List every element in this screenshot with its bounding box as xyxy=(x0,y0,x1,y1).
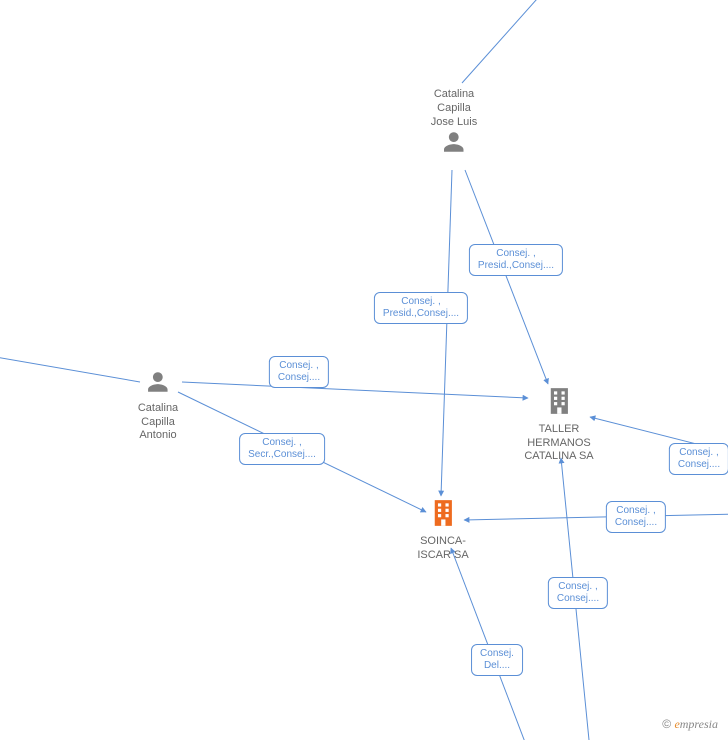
person-icon xyxy=(138,369,178,400)
edge-label-line: Secr.,Consej.... xyxy=(248,449,316,460)
edge-label-line: Consej.... xyxy=(278,372,320,383)
edge-label[interactable]: Consej. ,Presid.,Consej.... xyxy=(374,292,468,324)
node-label-line: ISCAR SA xyxy=(417,549,468,561)
edge-label[interactable]: Consej. ,Presid.,Consej.... xyxy=(469,244,563,276)
copyright-symbol: © xyxy=(662,717,671,731)
node-label-line: Antonio xyxy=(139,429,176,441)
node-label-line: HERMANOS xyxy=(527,437,591,449)
edge-label-line: Consej. , xyxy=(616,505,655,516)
edge-line xyxy=(462,0,545,83)
node-label-line: Capilla xyxy=(437,102,471,114)
building-icon xyxy=(524,386,593,421)
edge-label-line: Consej. , xyxy=(558,581,597,592)
node-label-line: SOINCA- xyxy=(420,535,466,547)
edge-label[interactable]: Consej. ,Consej.... xyxy=(606,501,666,533)
edge-label-line: Presid.,Consej.... xyxy=(478,260,554,271)
building-icon xyxy=(417,498,468,533)
person-icon xyxy=(431,129,477,160)
edge-line xyxy=(465,170,548,384)
brand-rest: mpresia xyxy=(680,717,718,731)
edges-layer xyxy=(0,0,728,740)
edge-label[interactable]: Consej.Del.... xyxy=(471,644,523,676)
node-label-line: TALLER xyxy=(539,423,580,435)
node-person-jose[interactable]: Catalina Capilla Jose Luis xyxy=(431,88,477,162)
edge-line xyxy=(0,356,140,382)
node-label-line: Jose Luis xyxy=(431,116,477,128)
edge-label[interactable]: Consej. ,Secr.,Consej.... xyxy=(239,433,325,465)
edge-label-line: Consej. , xyxy=(262,437,301,448)
edge-label[interactable]: Consej. ,Consej.... xyxy=(269,356,329,388)
edge-line xyxy=(182,382,528,398)
edge-label-line: Consej. , xyxy=(279,360,318,371)
edge-line xyxy=(464,514,728,520)
node-person-antonio[interactable]: Catalina Capilla Antonio xyxy=(138,369,178,443)
edge-label-line: Consej. , xyxy=(679,447,718,458)
edge-label-line: Consej.... xyxy=(678,459,720,470)
node-label-line: Capilla xyxy=(141,416,175,428)
edge-label[interactable]: Consej. ,Consej.... xyxy=(669,443,728,475)
edge-label-line: Consej. , xyxy=(401,296,440,307)
node-company-taller[interactable]: TALLER HERMANOS CATALINA SA xyxy=(524,386,593,464)
node-company-soinca[interactable]: SOINCA- ISCAR SA xyxy=(417,498,468,562)
edge-label-line: Presid.,Consej.... xyxy=(383,308,459,319)
edge-label-line: Consej. , xyxy=(496,248,535,259)
node-label-line: CATALINA SA xyxy=(524,450,593,462)
watermark: © empresia xyxy=(662,717,718,732)
edge-label[interactable]: Consej. ,Consej.... xyxy=(548,577,608,609)
edge-label-line: Consej.... xyxy=(615,517,657,528)
network-canvas: Catalina Capilla Jose Luis Catalina Capi… xyxy=(0,0,728,740)
node-label-line: Catalina xyxy=(138,402,178,414)
edge-label-line: Del.... xyxy=(484,660,510,671)
edge-label-line: Consej. xyxy=(480,648,514,659)
node-label-line: Catalina xyxy=(434,88,474,100)
edge-line xyxy=(441,170,452,496)
edge-label-line: Consej.... xyxy=(557,593,599,604)
